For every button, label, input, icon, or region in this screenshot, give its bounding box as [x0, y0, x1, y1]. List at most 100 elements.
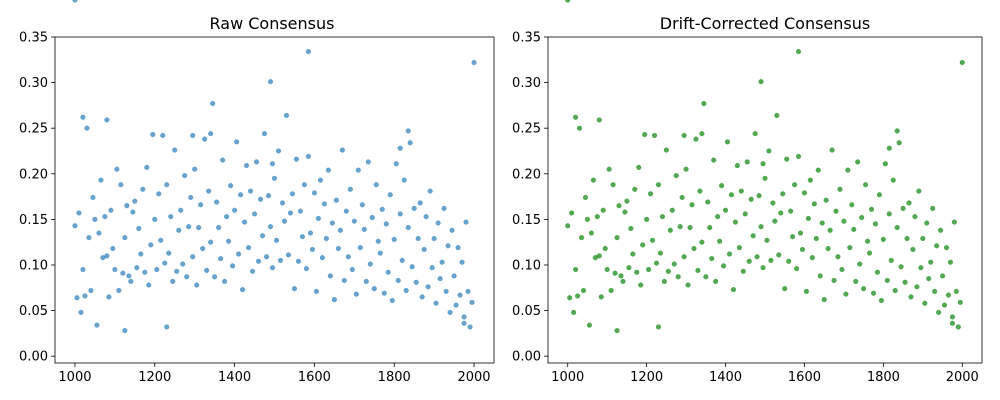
scatter-point	[443, 288, 449, 295]
scatter-point	[98, 177, 104, 183]
scatter-point	[655, 182, 662, 188]
scatter-point	[825, 245, 831, 252]
scatter-point	[216, 224, 222, 231]
scatter-point	[689, 202, 695, 208]
scatter-point	[754, 254, 760, 260]
scatter-point	[198, 202, 204, 208]
scatter-point	[170, 278, 176, 284]
scatter-point	[811, 201, 817, 207]
scatter-point	[397, 211, 403, 217]
scatter-point	[610, 182, 616, 188]
scatter-point	[72, 223, 78, 229]
scatter-point	[307, 230, 314, 236]
scatter-point	[939, 273, 946, 279]
scatter-point	[758, 79, 764, 85]
scatter-point	[596, 253, 602, 259]
scatter-point	[321, 201, 327, 207]
scatter-point	[602, 245, 608, 252]
scatter-point	[162, 260, 168, 266]
scatter-point	[718, 183, 725, 189]
scatter-point	[393, 161, 399, 167]
scatter-point	[644, 216, 650, 222]
scatter-point	[665, 268, 671, 274]
scatter-point	[267, 79, 274, 85]
scatter-point	[697, 188, 703, 194]
y-tick-label: 0.15	[19, 213, 48, 228]
scatter-point	[86, 235, 92, 241]
x-ticks: 1000 1200 1400 1600 1800 2000	[58, 363, 491, 385]
scatter-point	[839, 266, 845, 273]
scatter-point	[164, 182, 170, 188]
scatter-point	[955, 324, 961, 330]
scatter-point	[624, 198, 630, 204]
scatter-point	[92, 216, 98, 222]
scatter-point	[311, 190, 318, 196]
x-tick-label: 2000	[457, 370, 490, 385]
scatter-point	[959, 59, 965, 66]
scatter-point	[136, 225, 142, 232]
x-tick-label: 1200	[630, 370, 663, 385]
scatter-point	[461, 314, 467, 320]
scatter-point	[124, 203, 130, 209]
scatter-point	[331, 297, 337, 303]
x-tick-label: 1600	[788, 370, 821, 385]
scatter-point	[407, 140, 413, 146]
scatter-point	[188, 194, 194, 201]
scatter-point	[934, 243, 940, 249]
scatter-point	[182, 173, 188, 179]
scatter-point	[220, 157, 226, 163]
scatter-point	[319, 255, 325, 261]
scatter-point	[746, 258, 752, 264]
scatter-point	[178, 207, 184, 213]
scatter-point	[868, 206, 875, 212]
scatter-point	[833, 208, 839, 214]
scatter-point	[661, 278, 667, 284]
scatter-point	[612, 270, 618, 276]
scatter-point	[72, 0, 78, 3]
scatter-point	[245, 245, 252, 251]
scatter-point	[683, 166, 689, 172]
scatter-point	[866, 250, 873, 256]
scatter-point	[132, 198, 138, 204]
scatter-point	[106, 294, 112, 300]
scatter-point	[160, 132, 166, 139]
scatter-point	[713, 278, 719, 284]
scatter-point	[837, 186, 843, 192]
scatter-point	[576, 125, 583, 131]
scatter-point	[383, 221, 389, 227]
scatter-point	[134, 265, 140, 271]
scatter-point	[237, 192, 244, 198]
scatter-point	[618, 273, 624, 279]
scatter-point	[259, 233, 266, 239]
scatter-point	[445, 243, 451, 249]
scatter-point	[457, 292, 463, 298]
scatter-point	[96, 230, 102, 236]
scatter-point	[82, 293, 88, 299]
scatter-point	[730, 286, 737, 293]
scatter-point	[608, 287, 614, 294]
scatter-point	[600, 207, 606, 213]
scatter-point	[795, 153, 802, 160]
scatter-point	[230, 263, 236, 269]
scatter-point	[565, 223, 571, 229]
scatter-point	[935, 309, 942, 315]
scatter-point	[104, 253, 110, 259]
scatter-point	[295, 258, 302, 264]
scatter-point	[937, 227, 944, 233]
scatter-point	[616, 203, 622, 209]
scatter-point	[78, 309, 84, 315]
scatter-point	[734, 162, 740, 169]
scatter-point	[653, 260, 660, 266]
scatter-point	[835, 254, 841, 260]
scatter-point	[419, 294, 425, 300]
scatter-point	[898, 264, 904, 270]
scatter-point	[758, 224, 764, 230]
scatter-point	[212, 274, 218, 280]
scatter-point	[459, 259, 465, 265]
scatter-point	[827, 227, 833, 233]
scatter-point	[241, 219, 248, 225]
scatter-point	[647, 191, 654, 197]
scatter-point	[726, 251, 733, 257]
scatter-point	[847, 245, 853, 251]
